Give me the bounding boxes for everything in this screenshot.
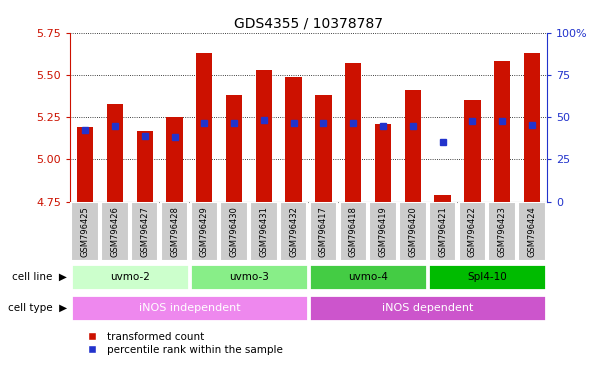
Bar [166,117,183,202]
Bar [221,202,248,261]
Text: uvmo-4: uvmo-4 [348,272,388,282]
Text: GSM796418: GSM796418 [349,206,357,257]
Bar [226,95,243,202]
Bar [459,202,486,261]
Text: GSM796423: GSM796423 [498,206,507,257]
Bar [375,124,391,202]
Bar [71,265,189,290]
Bar [161,202,188,261]
Bar [524,53,540,202]
Bar [71,202,99,261]
Bar [399,202,426,261]
Bar [255,70,272,202]
Text: GSM796425: GSM796425 [81,206,90,257]
Bar [250,202,277,261]
Text: Spl4-10: Spl4-10 [467,272,507,282]
Bar [315,95,332,202]
Bar [101,202,129,261]
Bar [309,265,427,290]
Text: GSM796429: GSM796429 [200,206,209,257]
Bar [345,63,362,202]
Bar [494,61,510,202]
Bar [434,195,451,202]
Bar [131,202,158,261]
Text: iNOS independent: iNOS independent [139,303,240,313]
Text: cell type  ▶: cell type ▶ [8,303,67,313]
Text: GSM796419: GSM796419 [379,206,387,257]
Bar [464,100,481,202]
Text: GSM796431: GSM796431 [260,206,268,257]
Legend: transformed count, percentile rank within the sample: transformed count, percentile rank withi… [82,328,287,359]
Bar [136,131,153,202]
Bar [369,202,397,261]
Bar [309,295,546,321]
Bar [71,295,308,321]
Bar [107,104,123,202]
Text: cell line  ▶: cell line ▶ [12,272,67,282]
Text: GSM796430: GSM796430 [230,206,238,257]
Text: GSM796424: GSM796424 [527,206,536,257]
Text: GSM796420: GSM796420 [408,206,417,257]
Text: uvmo-3: uvmo-3 [229,272,269,282]
Bar [310,202,337,261]
Bar [77,127,93,202]
Bar [280,202,307,261]
Text: GSM796432: GSM796432 [289,206,298,257]
Text: GSM796421: GSM796421 [438,206,447,257]
Bar [518,202,546,261]
Text: iNOS dependent: iNOS dependent [382,303,474,313]
Bar [488,202,516,261]
Text: GSM796426: GSM796426 [111,206,119,257]
Bar [191,202,218,261]
Text: GSM796422: GSM796422 [468,206,477,257]
Bar [285,76,302,202]
Text: GSM796417: GSM796417 [319,206,328,257]
Bar [428,265,546,290]
Bar [196,53,213,202]
Title: GDS4355 / 10378787: GDS4355 / 10378787 [234,16,383,30]
Bar [404,90,421,202]
Text: GSM796427: GSM796427 [141,206,149,257]
Bar [429,202,456,261]
Bar [340,202,367,261]
Text: GSM796428: GSM796428 [170,206,179,257]
Bar [190,265,308,290]
Text: uvmo-2: uvmo-2 [110,272,150,282]
